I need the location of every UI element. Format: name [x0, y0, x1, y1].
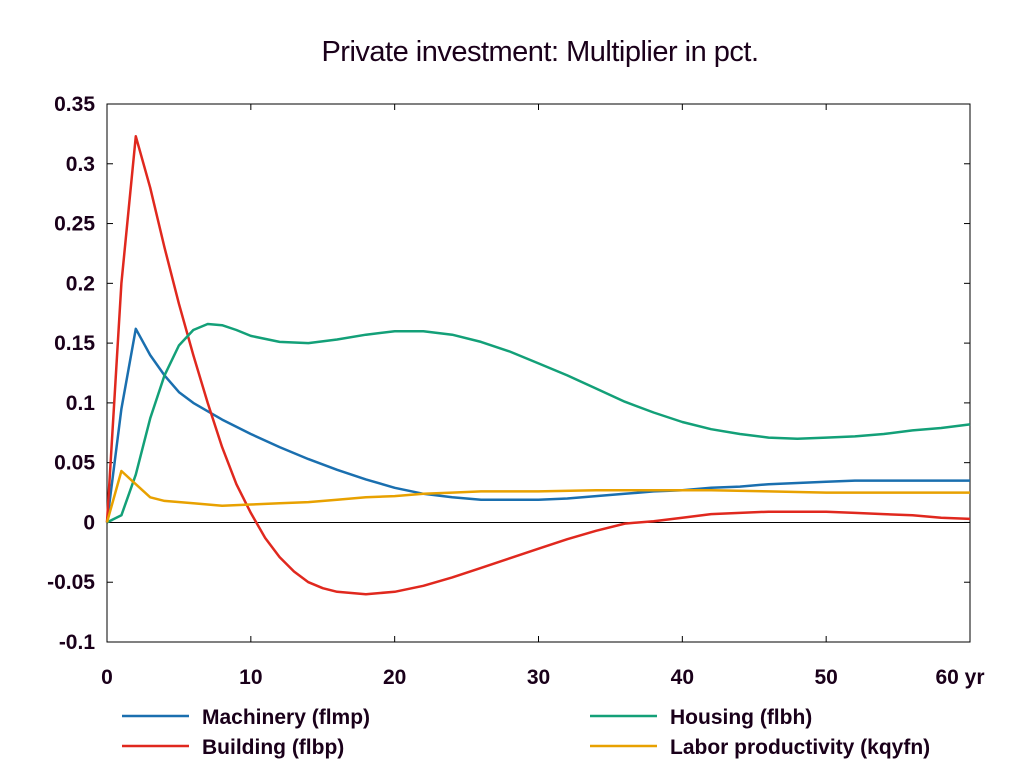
x-tick-label: 60 yr	[935, 666, 984, 689]
y-tick-label: 0.05	[54, 452, 95, 475]
x-tick-label: 50	[814, 666, 837, 689]
chart-title: Private investment: Multiplier in pct.	[321, 36, 758, 68]
x-tick-label: 40	[671, 666, 694, 689]
plot-area-border	[106, 103, 971, 643]
y-axis: -0.1 -0.05 0 0.05 0.1 0.15 0.2 0.25 0.3 0.35	[47, 93, 970, 654]
x-tick-label: 0	[101, 666, 113, 689]
plot-frame	[106, 103, 971, 643]
legend-label-0: Machinery (flmp)	[202, 706, 370, 729]
legend-label-1: Building (flbp)	[202, 736, 344, 759]
x-tick-label: 20	[383, 666, 406, 689]
x-tick-label: 30	[527, 666, 550, 689]
y-tick-label: -0.05	[47, 571, 95, 594]
legend-label-2: Housing (flbh)	[670, 706, 812, 729]
y-tick-label: 0.1	[66, 392, 96, 415]
x-tick-label: 10	[239, 666, 262, 689]
y-tick-label: 0.25	[54, 213, 95, 236]
y-tick-label: 0.3	[66, 153, 95, 176]
series-line-3	[105, 469, 970, 523]
series-line-2	[106, 322, 971, 524]
y-tick-label: 0	[83, 511, 95, 534]
y-tick-label: -0.1	[59, 631, 96, 654]
y-tick-label: 0.35	[54, 93, 95, 116]
legend-label-3: Labor productivity (kqyfn)	[670, 736, 930, 759]
y-tick-label: 0.2	[66, 272, 95, 295]
x-axis: 0 10 20 30 40 50 60 yr	[101, 104, 985, 689]
series-line-0	[105, 327, 970, 523]
y-tick-label: 0.15	[54, 332, 95, 355]
series-line-1	[105, 135, 971, 596]
series-lines	[105, 135, 971, 596]
legend: Machinery (flmp) Building (flbp) Housing (…	[122, 706, 930, 759]
